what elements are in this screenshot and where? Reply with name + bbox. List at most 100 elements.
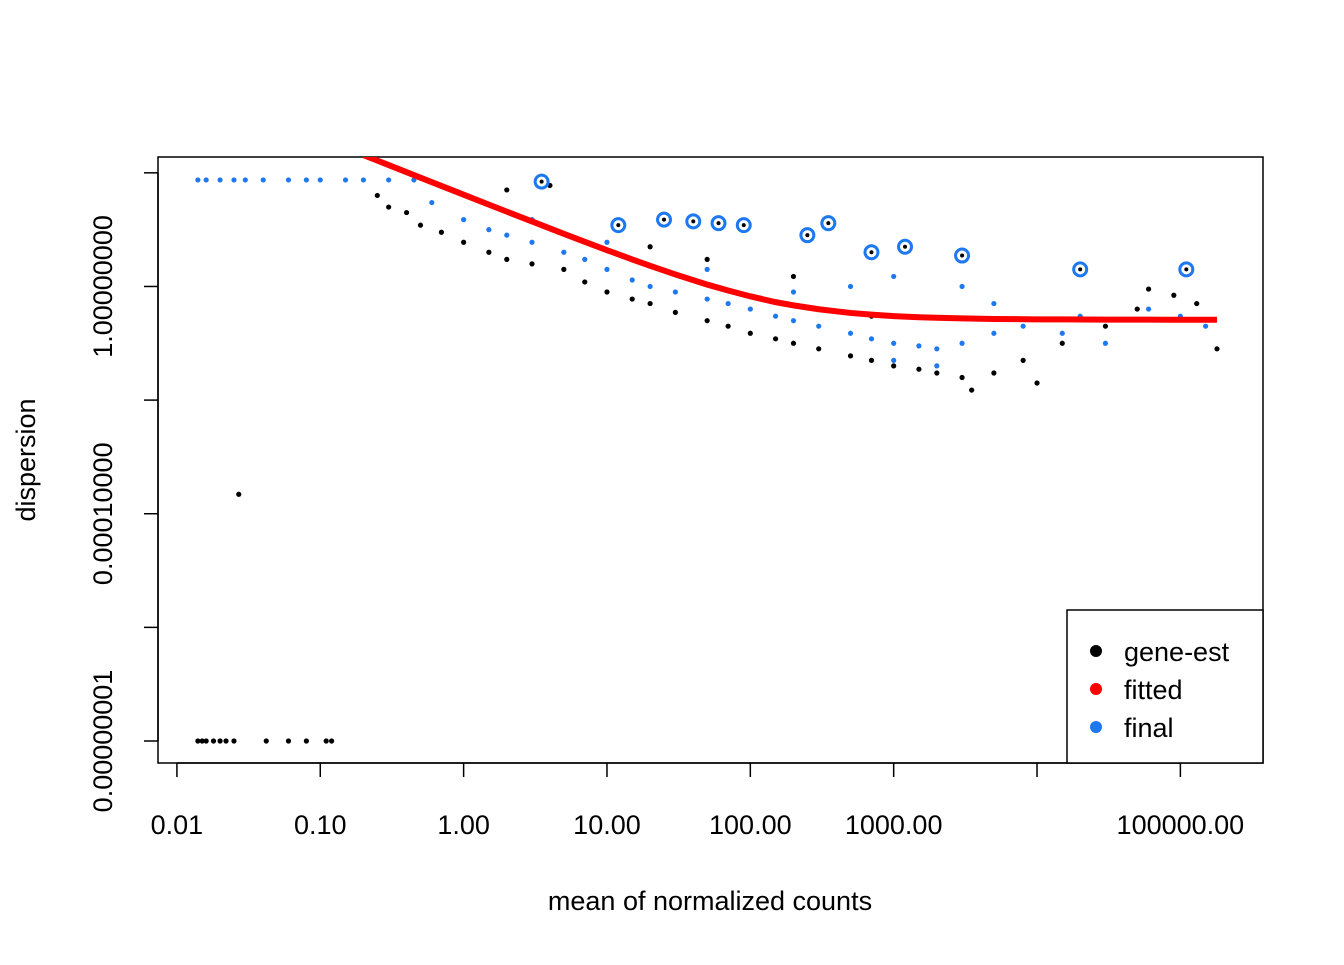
outlier-core — [869, 250, 874, 255]
x-tick-label: 100000.00 — [1117, 810, 1245, 840]
outlier-point — [820, 215, 837, 232]
point — [1194, 300, 1200, 307]
point — [317, 177, 323, 183]
point — [604, 239, 610, 245]
point — [195, 738, 201, 744]
point — [891, 273, 897, 280]
point — [790, 289, 797, 295]
point — [303, 738, 309, 744]
point — [260, 177, 266, 183]
point — [1020, 357, 1026, 363]
point — [561, 249, 567, 255]
outlier-point — [735, 217, 752, 234]
point — [1102, 323, 1109, 329]
legend-marker — [1090, 721, 1102, 733]
point — [790, 318, 797, 324]
outlier-point — [1072, 261, 1089, 278]
point — [916, 343, 922, 349]
y-tick-label: 0.00010000 — [88, 442, 118, 585]
point — [582, 279, 588, 285]
point — [991, 300, 997, 307]
outlier-core — [616, 223, 621, 228]
point — [647, 283, 653, 290]
point — [360, 177, 367, 183]
point — [1034, 380, 1040, 386]
point — [1214, 346, 1220, 352]
outlier-core — [539, 179, 544, 184]
point — [969, 387, 975, 393]
point — [959, 340, 965, 346]
point — [236, 491, 242, 497]
point — [629, 277, 635, 283]
x-tick-label: 100.00 — [709, 810, 792, 840]
point — [847, 330, 854, 336]
point — [604, 266, 610, 272]
outlier-core — [662, 217, 667, 222]
point — [323, 738, 329, 744]
point — [529, 239, 535, 245]
point — [303, 177, 309, 183]
point — [672, 289, 678, 295]
point — [203, 738, 209, 744]
point — [647, 244, 653, 250]
point — [386, 204, 392, 210]
point — [582, 256, 588, 262]
y-tick-label: 1.00000000 — [88, 215, 118, 358]
point — [790, 340, 797, 346]
outlier-core — [1184, 267, 1189, 272]
point — [561, 266, 567, 272]
point — [1171, 292, 1177, 298]
point — [991, 330, 997, 336]
outlier-point — [533, 173, 550, 190]
point — [916, 366, 922, 372]
point — [847, 283, 854, 290]
point — [647, 300, 653, 307]
point — [1145, 286, 1152, 292]
point — [1134, 306, 1140, 312]
point — [704, 256, 710, 262]
point — [868, 336, 875, 342]
outlier-point — [799, 227, 816, 244]
point — [816, 346, 822, 352]
outlier-core — [903, 244, 908, 249]
x-tick-label: 10.00 — [573, 810, 641, 840]
point — [629, 296, 635, 302]
point — [285, 177, 292, 183]
outlier-point — [710, 215, 727, 232]
outlier-point — [954, 247, 971, 264]
point — [461, 217, 467, 223]
point — [461, 239, 467, 245]
point — [1059, 330, 1065, 336]
x-tick-label: 0.01 — [151, 810, 204, 840]
point — [242, 177, 248, 183]
point — [438, 229, 445, 235]
outlier-point — [863, 244, 880, 261]
point — [199, 738, 205, 744]
point — [868, 357, 875, 363]
point — [386, 177, 392, 183]
point — [231, 177, 237, 183]
point — [210, 738, 217, 744]
point — [891, 363, 897, 369]
point — [263, 738, 269, 744]
point — [934, 370, 940, 376]
point — [891, 340, 897, 346]
point — [374, 192, 380, 199]
point — [959, 374, 965, 381]
point — [891, 357, 897, 363]
point — [417, 222, 424, 228]
y-axis-label: dispersion — [11, 398, 41, 521]
point — [747, 306, 753, 312]
point — [672, 309, 678, 315]
point — [604, 289, 610, 295]
outlier-core — [960, 253, 965, 258]
point — [217, 738, 223, 744]
point — [959, 283, 965, 290]
x-axis-label: mean of normalized counts — [548, 886, 872, 916]
outlier-core — [716, 221, 721, 226]
outlier-core — [691, 219, 696, 224]
point — [991, 370, 997, 376]
legend-label: gene-est — [1124, 637, 1230, 667]
point — [195, 177, 201, 183]
